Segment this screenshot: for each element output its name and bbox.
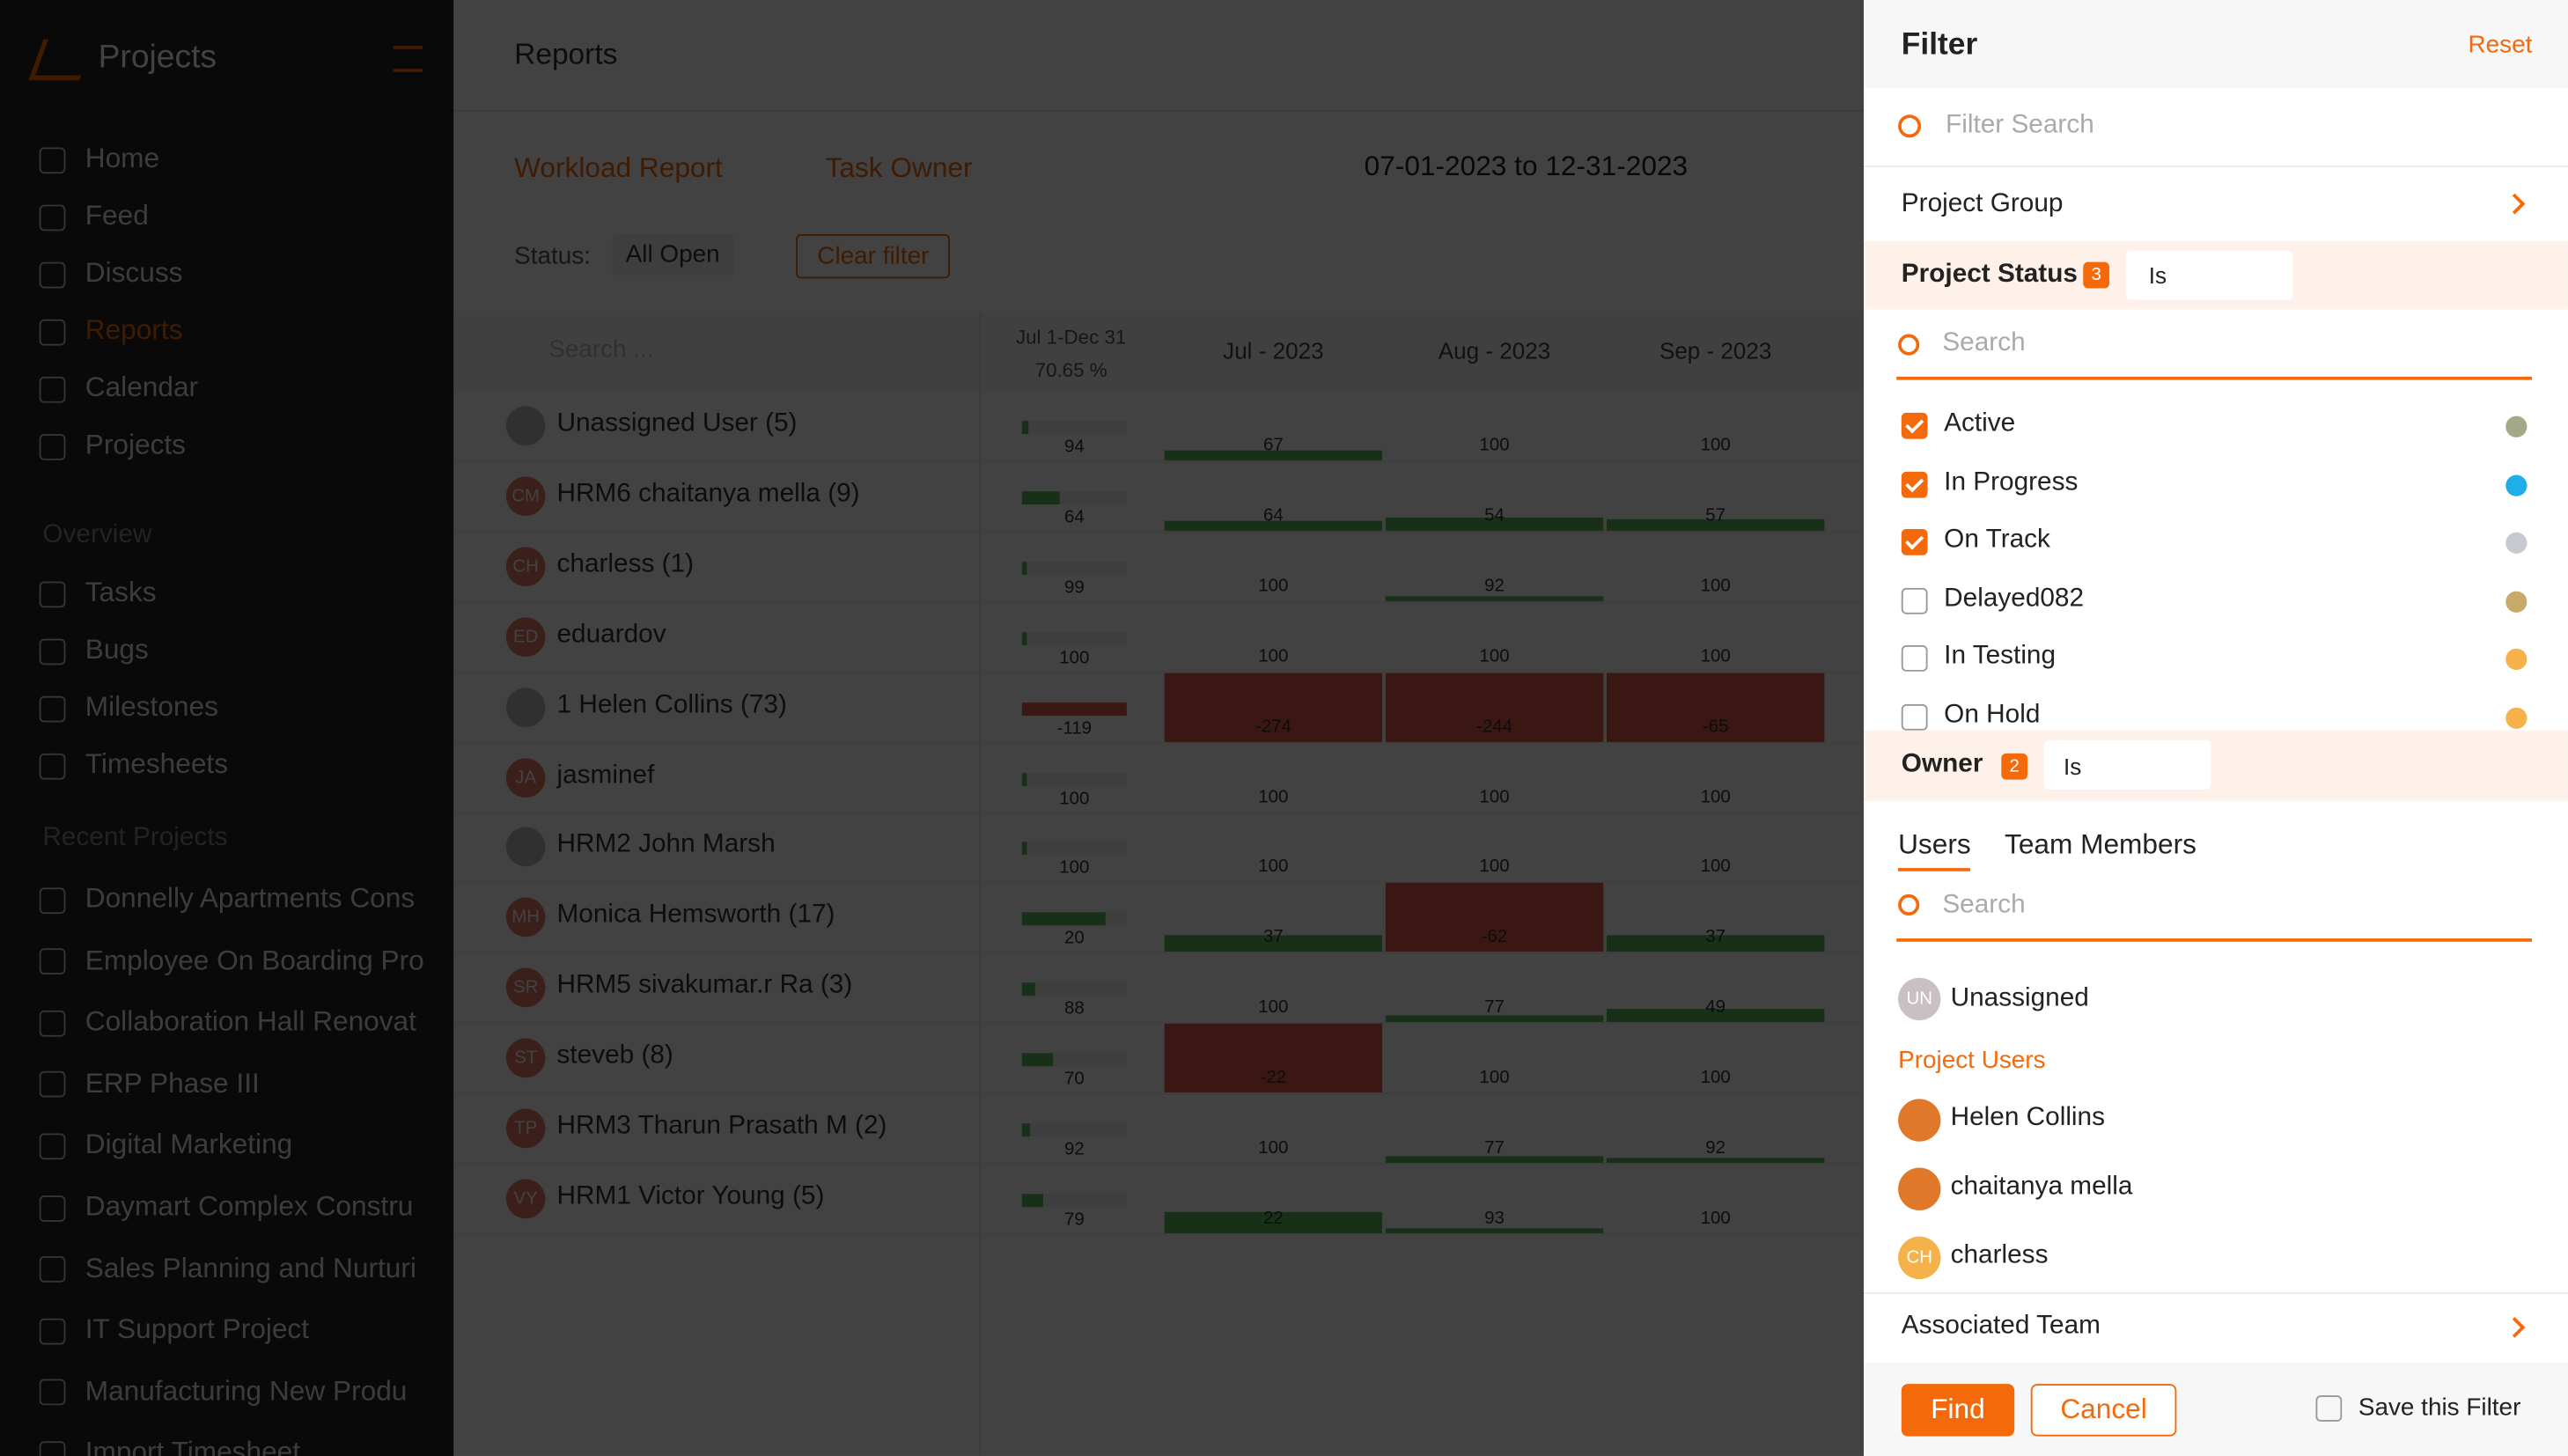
owner-header-bg [1864, 730, 2568, 801]
tab[interactable]: Users [1898, 828, 1971, 860]
status-color [2505, 415, 2528, 438]
checkbox[interactable] [2315, 1395, 2343, 1422]
filter-panel: Filter Reset Filter Search Project Group Pro… [1864, 0, 2568, 1456]
row-sep [1864, 1291, 2568, 1294]
owner-search[interactable]: Search [1942, 891, 2026, 919]
associated-team[interactable]: Associated Team [1901, 1312, 2101, 1340]
option-label: On Hold [1944, 701, 2041, 729]
status-label: Project Status [1901, 260, 2078, 289]
status-color [2505, 591, 2528, 613]
reset-link[interactable]: Reset [2468, 31, 2533, 59]
user-option[interactable]: chaitanya mella [1950, 1172, 2133, 1201]
status-color [2505, 474, 2528, 496]
panel-title: Filter [1901, 27, 1978, 63]
checkbox[interactable] [1901, 704, 1928, 731]
avatar [1898, 1167, 1941, 1210]
operator-select[interactable] [2043, 739, 2211, 790]
search-icon [1898, 893, 1920, 916]
option-label: On Track [1944, 526, 2050, 555]
save-filter-label: Save this Filter [2358, 1393, 2521, 1422]
user-option[interactable]: charless [1950, 1240, 2049, 1269]
avatar: UN [1898, 977, 1941, 1021]
owner-label: Owner [1901, 750, 1983, 778]
search-icon [1898, 114, 1922, 138]
option-label: In Testing [1944, 643, 2057, 671]
status-color [2505, 533, 2528, 555]
checkbox[interactable] [1901, 471, 1928, 497]
modal-overlay[interactable] [0, 0, 1865, 1456]
operator-value: Is [2148, 261, 2167, 289]
search-icon [1898, 334, 1920, 356]
operator-value: Is [2063, 753, 2082, 780]
search-underline [1896, 376, 2533, 380]
chevron [2504, 193, 2526, 215]
cancel-button[interactable]: Cancel [2030, 1384, 2177, 1437]
section-label: Project Users [1898, 1046, 2046, 1075]
checkbox[interactable] [1901, 645, 1928, 673]
option-label: In Progress [1944, 467, 2079, 496]
user-option[interactable]: Unassigned [1950, 984, 2089, 1012]
avatar: CH [1898, 1235, 1941, 1279]
count-badge: 3 [2083, 261, 2110, 289]
checkbox[interactable] [1901, 412, 1928, 439]
status-color [2505, 649, 2528, 671]
avatar [1898, 1099, 1941, 1142]
status-color [2505, 707, 2528, 729]
count-badge: 2 [2001, 753, 2028, 780]
search-input[interactable]: Filter Search [1946, 111, 2094, 140]
status-search[interactable]: Search [1942, 328, 2026, 357]
chevron [2504, 1317, 2526, 1338]
panel-header-bg [1864, 0, 2568, 89]
checkbox[interactable] [1901, 587, 1928, 614]
option-label: Delayed082 [1944, 584, 2085, 613]
row-sep [1864, 165, 2568, 167]
find-button[interactable]: Find [1901, 1384, 2015, 1437]
search-underline [1896, 938, 2533, 942]
project-group[interactable]: Project Group [1901, 189, 2064, 218]
checkbox[interactable] [1901, 529, 1928, 556]
option-label: Active [1944, 409, 2016, 438]
operator-select[interactable] [2125, 250, 2293, 300]
tab-underline [1898, 868, 1970, 871]
user-option[interactable]: Helen Collins [1950, 1103, 2105, 1132]
tab[interactable]: Team Members [2005, 828, 2196, 860]
